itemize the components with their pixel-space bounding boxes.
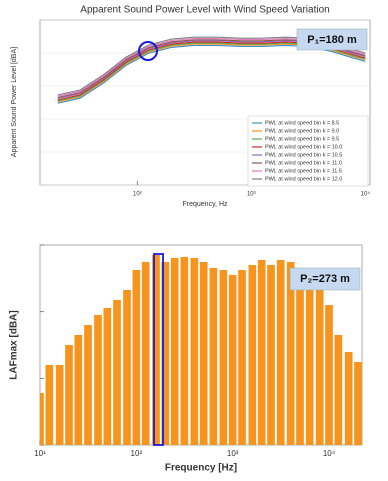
legend-label: PWL at wind speed bin k = 9.0	[265, 128, 339, 134]
legend-label: PWL at wind speed bin k = 8.5	[265, 120, 339, 126]
highlight-circle	[138, 41, 158, 61]
x-tick-label: 10³	[227, 449, 239, 458]
legend-label: PWL at wind speed bin k = 9.5	[265, 136, 339, 142]
bar	[334, 335, 343, 445]
x-tick-label: 10¹	[34, 449, 46, 458]
bar	[190, 258, 199, 445]
bar	[170, 258, 179, 445]
x-axis-label: Frequency, Hz	[183, 201, 228, 208]
bar	[84, 325, 92, 445]
bar	[103, 308, 112, 445]
annotation-box	[289, 267, 361, 291]
bar	[132, 270, 141, 445]
bar	[55, 365, 64, 445]
bar	[325, 305, 333, 445]
x-tick-label: 10³	[247, 192, 256, 198]
bar	[161, 262, 170, 445]
bar	[248, 265, 257, 445]
x-tick-label: 10²	[133, 192, 142, 198]
bar	[199, 262, 208, 445]
legend-box	[247, 115, 369, 187]
x-tick-label: 10⁴	[323, 449, 336, 458]
bar	[286, 262, 295, 445]
bar	[123, 290, 131, 445]
bar	[315, 290, 324, 445]
bar	[276, 260, 285, 445]
bar	[344, 352, 353, 445]
legend-label: PWL at wind speed bin k = 10.5	[265, 152, 342, 158]
bar	[113, 300, 121, 445]
x-tick-label: 10²	[131, 449, 143, 458]
bar	[296, 270, 304, 445]
y-axis-label: LAFmax [dBA]	[9, 310, 20, 379]
bar	[45, 365, 54, 445]
legend-label: PWL at wind speed bin k = 11.5	[265, 168, 342, 174]
bar	[94, 315, 102, 445]
y-axis-label: Apparent Sound Power Level [dBA]	[11, 47, 18, 157]
bar	[267, 265, 275, 445]
annotation: P₂=273 m	[300, 273, 350, 285]
bar	[40, 393, 44, 445]
bar	[219, 270, 228, 445]
bar	[305, 280, 314, 445]
annotation-box	[296, 28, 368, 51]
bar	[74, 335, 83, 445]
highlight-box	[153, 253, 164, 446]
bar	[238, 270, 246, 445]
x-tick-label: 10⁴	[361, 191, 371, 198]
bar	[228, 275, 237, 445]
bar	[257, 260, 266, 445]
bar	[209, 268, 218, 445]
legend-label: PWL at wind speed bin k = 11.0	[265, 160, 342, 166]
bar	[152, 255, 160, 445]
legend-label: PWL at wind speed bin k = 12.0	[265, 176, 342, 182]
chart-title: Apparent Sound Power Level with Wind Spe…	[80, 5, 329, 16]
bar	[354, 362, 362, 445]
bar	[141, 262, 150, 445]
legend-label: PWL at wind speed bin k = 10.0	[265, 144, 342, 150]
x-axis-label: Frequency [Hz]	[165, 463, 237, 474]
bar	[180, 257, 189, 445]
annotation: P₁=180 m	[307, 34, 357, 46]
bar	[65, 345, 73, 445]
